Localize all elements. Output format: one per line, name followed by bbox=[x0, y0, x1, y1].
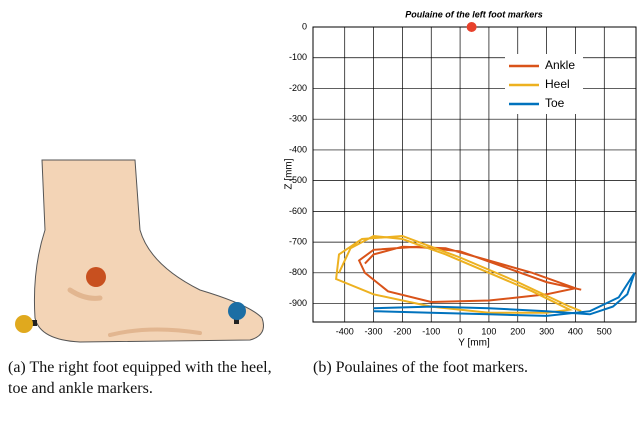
heel-marker bbox=[15, 315, 33, 333]
ankle-marker bbox=[86, 267, 106, 287]
marker-base bbox=[31, 320, 37, 326]
y-tick-label: -200 bbox=[289, 83, 307, 93]
chart-title: Poulaine of the left foot markers bbox=[405, 9, 543, 19]
x-tick-label: 100 bbox=[481, 326, 496, 336]
x-tick-label: 300 bbox=[539, 326, 554, 336]
legend-label: Toe bbox=[545, 96, 565, 110]
line bbox=[335, 234, 582, 314]
y-tick-label: -300 bbox=[289, 114, 307, 124]
x-tick-label: -200 bbox=[393, 326, 411, 336]
x-tick-label: 400 bbox=[568, 326, 583, 336]
point bbox=[466, 22, 477, 32]
y-tick-label: -100 bbox=[289, 52, 307, 62]
x-axis-label: Y [mm] bbox=[458, 338, 490, 349]
y-tick-label: -800 bbox=[289, 267, 307, 277]
foot-illustration bbox=[15, 159, 264, 343]
toe-marker bbox=[228, 302, 246, 320]
x-tick-label: -100 bbox=[422, 326, 440, 336]
y-tick-label: -500 bbox=[289, 175, 307, 185]
x-tick-label: 0 bbox=[458, 326, 463, 336]
line bbox=[373, 272, 636, 317]
y-tick-label: -900 bbox=[289, 298, 307, 308]
x-tick-label: 200 bbox=[510, 326, 525, 336]
x-tick-label: -300 bbox=[365, 326, 383, 336]
foot-shade bbox=[108, 327, 202, 337]
legend-label: Ankle bbox=[545, 58, 575, 72]
foot-shade bbox=[67, 287, 103, 301]
caption-a: (a) The right foot equipped with the hee… bbox=[8, 359, 272, 397]
plot-frame bbox=[312, 26, 637, 323]
x-tick-label: -400 bbox=[336, 326, 354, 336]
marker-base bbox=[234, 318, 239, 324]
y-tick-label: -700 bbox=[289, 236, 307, 246]
y-tick-label: 0 bbox=[302, 21, 307, 31]
y-axis-label: Z [mm] bbox=[284, 158, 295, 189]
y-tick-label: -600 bbox=[289, 206, 307, 216]
y-tick-label: -400 bbox=[289, 144, 307, 154]
chart: Poulaine of the left foot markers Y [mm]… bbox=[284, 9, 637, 349]
line bbox=[357, 245, 582, 304]
x-tick-label: 500 bbox=[597, 326, 612, 336]
caption-b: (b) Poulaines of the foot markers. bbox=[313, 359, 529, 376]
legend-label: Heel bbox=[545, 77, 570, 91]
